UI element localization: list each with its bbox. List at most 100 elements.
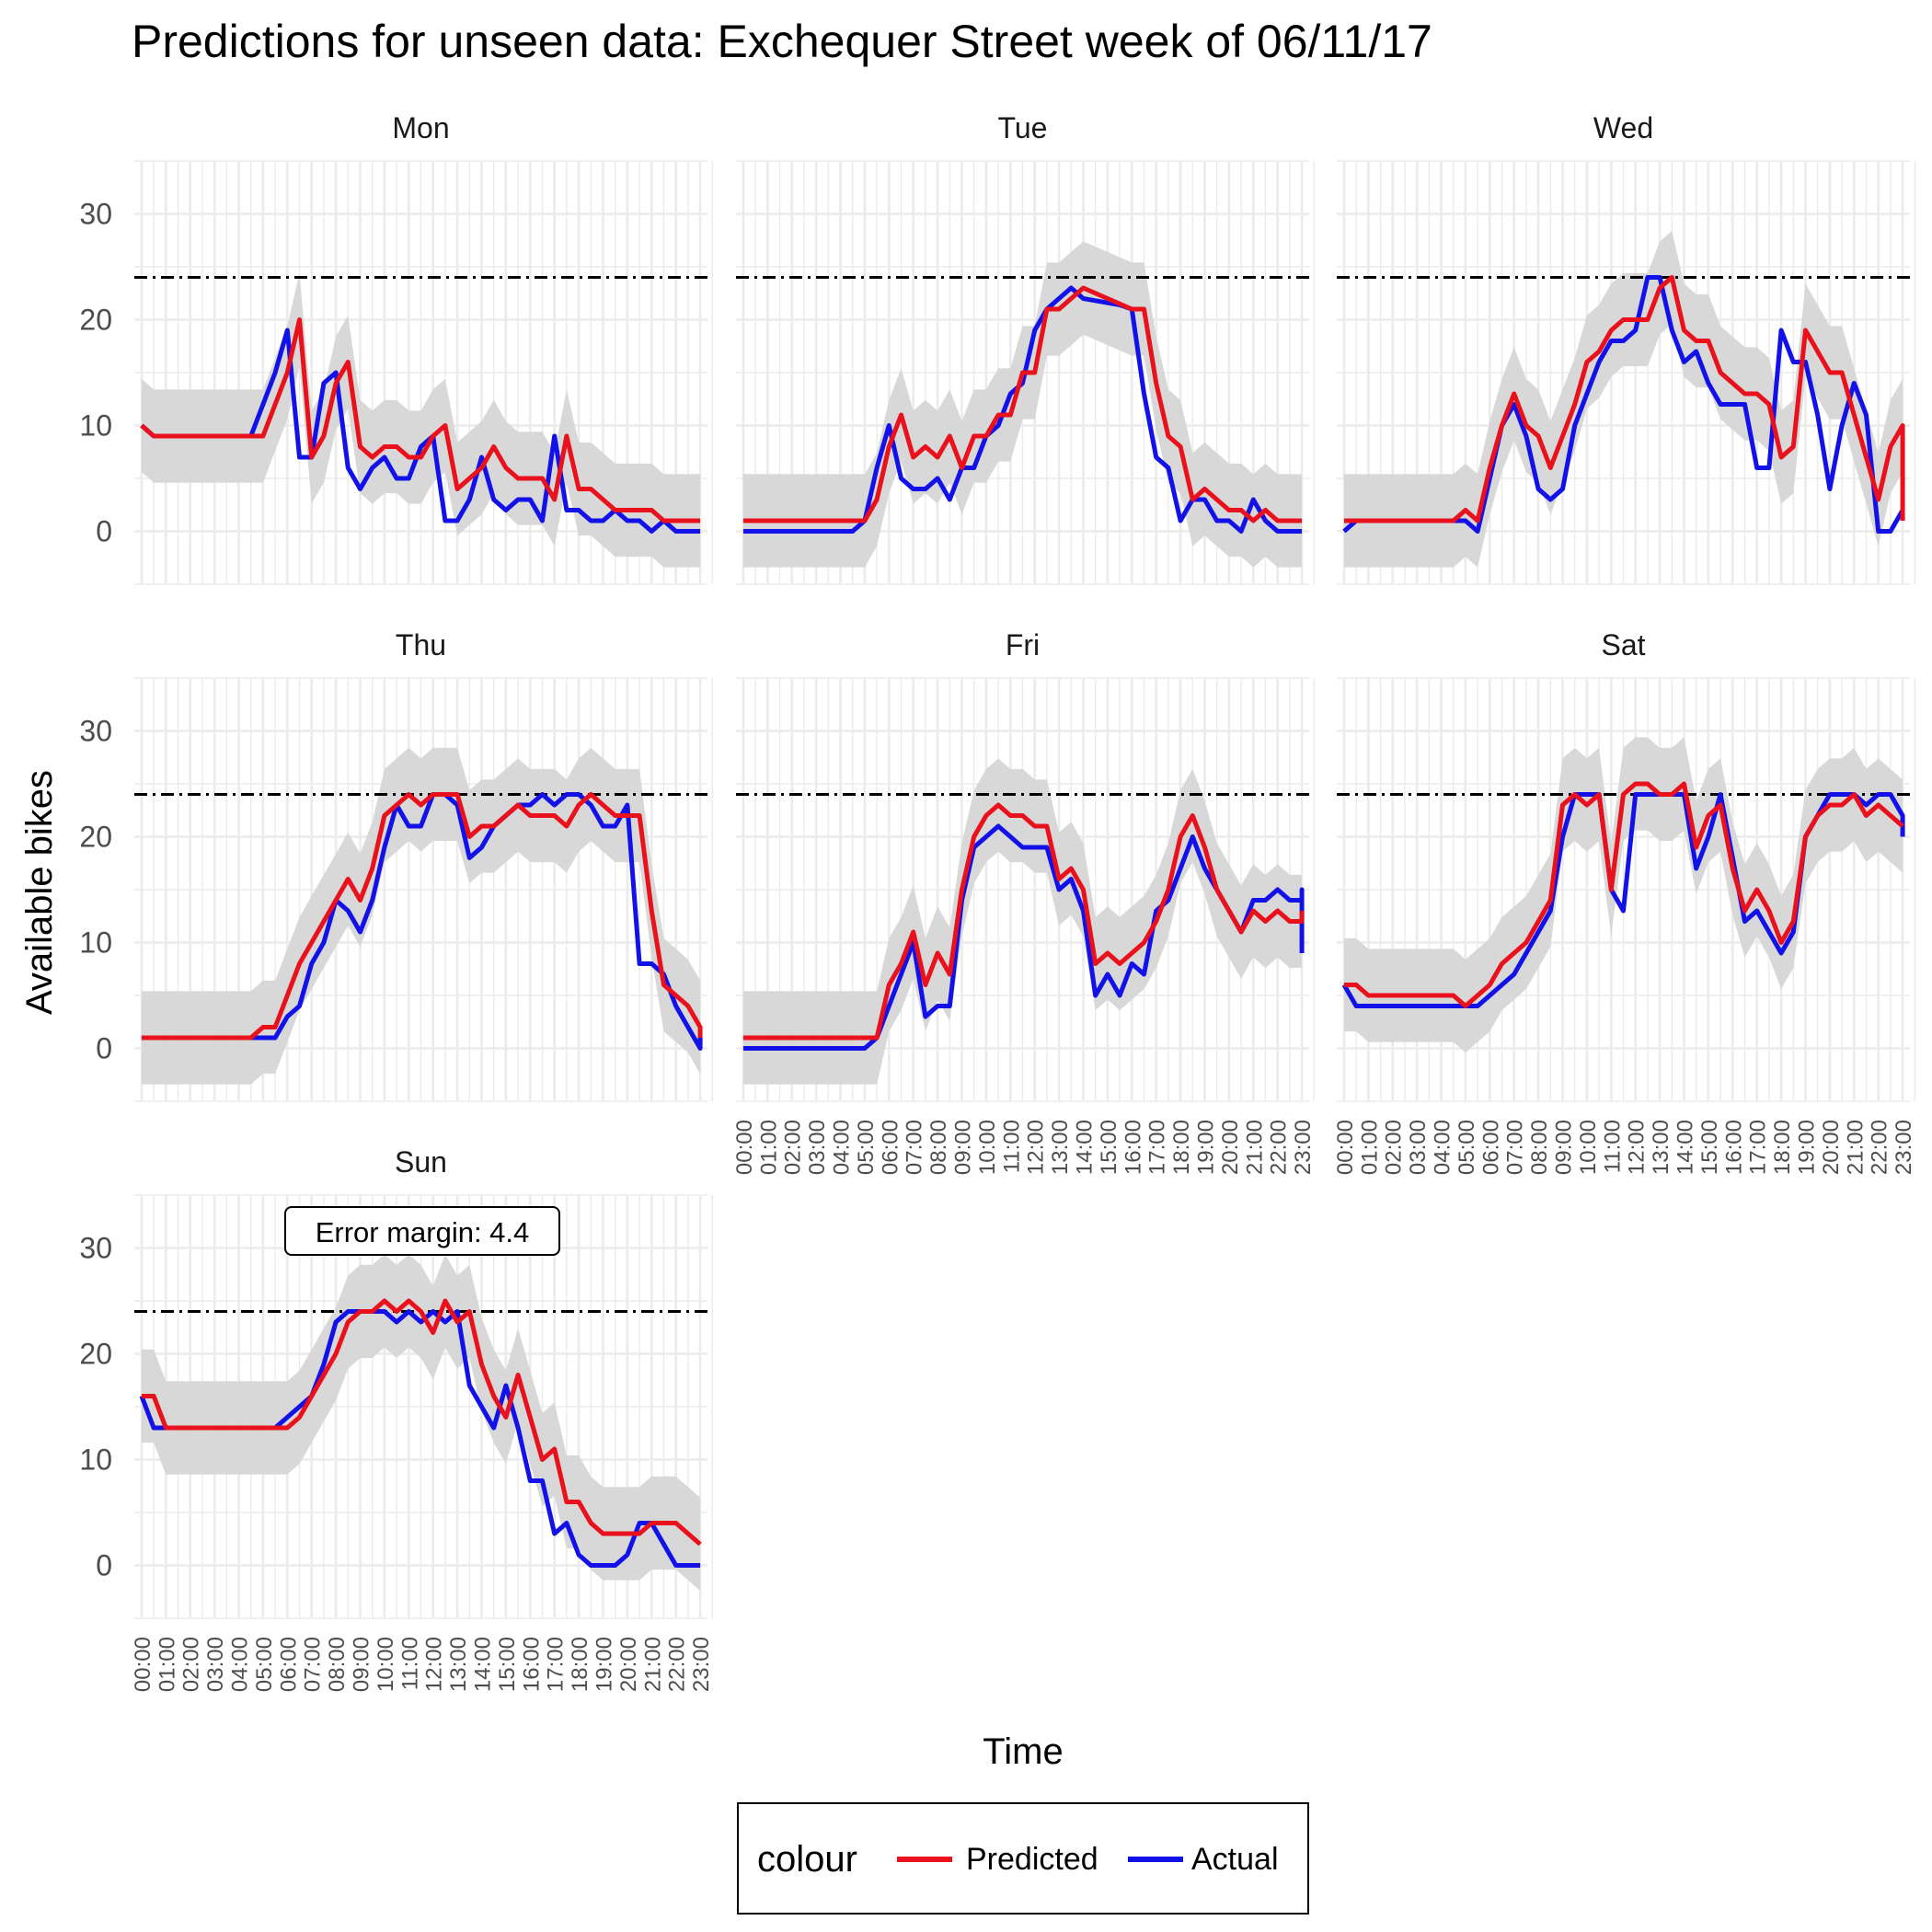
- x-tick-label: 06:00: [1478, 1120, 1503, 1175]
- y-tick-label: 10: [79, 926, 112, 960]
- x-tick-label: 23:00: [689, 1637, 714, 1692]
- panel-sun: Sun 0 10 20 30 00:00 01:00 02:00 03:00 04:00 05:00…: [79, 1145, 714, 1692]
- x-tick-label: 23:00: [1291, 1120, 1316, 1175]
- x-tick-label: 06:00: [276, 1637, 301, 1692]
- series-predicted: [1343, 275, 1905, 523]
- x-tick-label: 02:00: [781, 1120, 806, 1175]
- panel-sat: Sat 00:00 01:00 02:00 03:00 04:00 05:00 06:00 07…: [1333, 628, 1916, 1175]
- x-tick-label: 00:00: [131, 1637, 155, 1692]
- strip-label: Sat: [1601, 628, 1645, 661]
- x-tick-label: 21:00: [1843, 1120, 1868, 1175]
- x-tick-label: 08:00: [926, 1120, 951, 1175]
- x-tick-label: 15:00: [495, 1637, 520, 1692]
- strip-label: Sun: [395, 1145, 447, 1179]
- y-tick-label: 0: [96, 1549, 112, 1582]
- x-tick-label: 04:00: [830, 1120, 855, 1175]
- x-tick-label: 07:00: [1503, 1120, 1528, 1175]
- error-band: [141, 747, 701, 1085]
- x-tick-label: 15:00: [1097, 1120, 1121, 1175]
- y-tick-label: 0: [96, 515, 112, 548]
- series-predicted: [1343, 781, 1904, 1008]
- panel-tue: Tue: [736, 111, 1315, 585]
- x-tick-label: 17:00: [544, 1637, 569, 1692]
- x-tick-label: 03:00: [805, 1120, 830, 1175]
- x-tick-label: 21:00: [1242, 1120, 1267, 1175]
- y-tick-label: 30: [79, 198, 112, 231]
- x-tick-label: 13:00: [446, 1637, 471, 1692]
- x-tick-label: 17:00: [1746, 1120, 1771, 1175]
- x-tick-label: 03:00: [203, 1637, 228, 1692]
- legend-title: colour: [757, 1839, 857, 1880]
- x-tick-label: 02:00: [1382, 1120, 1407, 1175]
- series-predicted: [742, 285, 1303, 523]
- x-tick-label: 14:00: [1072, 1120, 1097, 1175]
- x-tick-label: 20:00: [616, 1637, 641, 1692]
- panel-mon: Mon 0 10 20 30: [79, 111, 713, 585]
- x-tick-label: 05:00: [854, 1120, 879, 1175]
- x-tick-label: 00:00: [732, 1120, 757, 1175]
- series-predicted: [141, 792, 703, 1041]
- series-predicted: [140, 317, 701, 523]
- y-tick-label: 30: [79, 1232, 112, 1265]
- y-tick-label: 0: [96, 1032, 112, 1065]
- x-tick-label: 12:00: [422, 1637, 447, 1692]
- legend-label-predicted: Predicted: [966, 1842, 1098, 1877]
- x-tick-label: 17:00: [1145, 1120, 1170, 1175]
- annotation-label: Error margin: 4.4: [316, 1216, 530, 1248]
- x-tick-label: 01:00: [756, 1120, 781, 1175]
- x-tick-label: 08:00: [1527, 1120, 1552, 1175]
- x-tick-label: 01:00: [1357, 1120, 1382, 1175]
- x-tick-label: 16:00: [1121, 1120, 1145, 1175]
- x-tick-label: 22:00: [1868, 1120, 1892, 1175]
- x-tick-label: 01:00: [155, 1637, 179, 1692]
- x-tick-label: 18:00: [1169, 1120, 1194, 1175]
- y-tick-label: 20: [79, 304, 112, 337]
- x-tick-label: 00:00: [1333, 1120, 1358, 1175]
- x-tick-label: 09:00: [1552, 1120, 1577, 1175]
- strip-label: Wed: [1593, 111, 1653, 144]
- x-tick-label: 10:00: [975, 1120, 1000, 1175]
- legend-label-actual: Actual: [1191, 1842, 1279, 1877]
- x-tick-label: 18:00: [568, 1637, 592, 1692]
- x-tick-label: 04:00: [1431, 1120, 1455, 1175]
- x-tick-label: 15:00: [1697, 1120, 1722, 1175]
- x-tick-label: 18:00: [1770, 1120, 1795, 1175]
- x-tick-label: 13:00: [1048, 1120, 1073, 1175]
- x-tick-label: 20:00: [1218, 1120, 1243, 1175]
- x-axis-title: Time: [983, 1731, 1063, 1772]
- x-tick-label: 19:00: [1193, 1120, 1218, 1175]
- x-tick-label: 02:00: [179, 1637, 204, 1692]
- x-tick-label: 22:00: [1267, 1120, 1292, 1175]
- x-tick-label: 14:00: [1673, 1120, 1697, 1175]
- x-tick-label: 12:00: [1024, 1120, 1049, 1175]
- x-tick-label: 10:00: [1576, 1120, 1601, 1175]
- panel-thu: Thu 0 10 20 30: [79, 628, 713, 1102]
- y-axis-title: Available bikes: [19, 770, 60, 1015]
- legend-box: [737, 1802, 1309, 1915]
- x-tick-label: 10:00: [374, 1637, 398, 1692]
- strip-label: Tue: [998, 111, 1048, 144]
- y-tick-label: 10: [79, 1443, 112, 1477]
- x-tick-label: 04:00: [228, 1637, 253, 1692]
- strip-label: Thu: [396, 628, 446, 661]
- x-tick-label: 19:00: [592, 1637, 616, 1692]
- x-tick-label: 13:00: [1649, 1120, 1673, 1175]
- x-tick-label: 16:00: [1721, 1120, 1746, 1175]
- x-tick-label: 11:00: [1600, 1120, 1625, 1173]
- x-tick-label: 12:00: [1625, 1120, 1650, 1175]
- error-band: [141, 1254, 701, 1592]
- x-tick-label: 21:00: [640, 1637, 665, 1692]
- strip-label: Mon: [392, 111, 449, 144]
- x-tick-label: 23:00: [1892, 1120, 1916, 1175]
- y-tick-label: 10: [79, 409, 112, 443]
- x-tick-label: 14:00: [470, 1637, 495, 1692]
- x-tick-label: 08:00: [325, 1637, 350, 1692]
- x-tick-label: 03:00: [1406, 1120, 1431, 1175]
- legend: colour Predicted Actual: [737, 1802, 1309, 1915]
- x-tick-label: 07:00: [301, 1637, 326, 1692]
- x-tick-label: 09:00: [350, 1637, 374, 1692]
- strip-label: Fri: [1006, 628, 1040, 661]
- x-tick-label: 19:00: [1794, 1120, 1819, 1175]
